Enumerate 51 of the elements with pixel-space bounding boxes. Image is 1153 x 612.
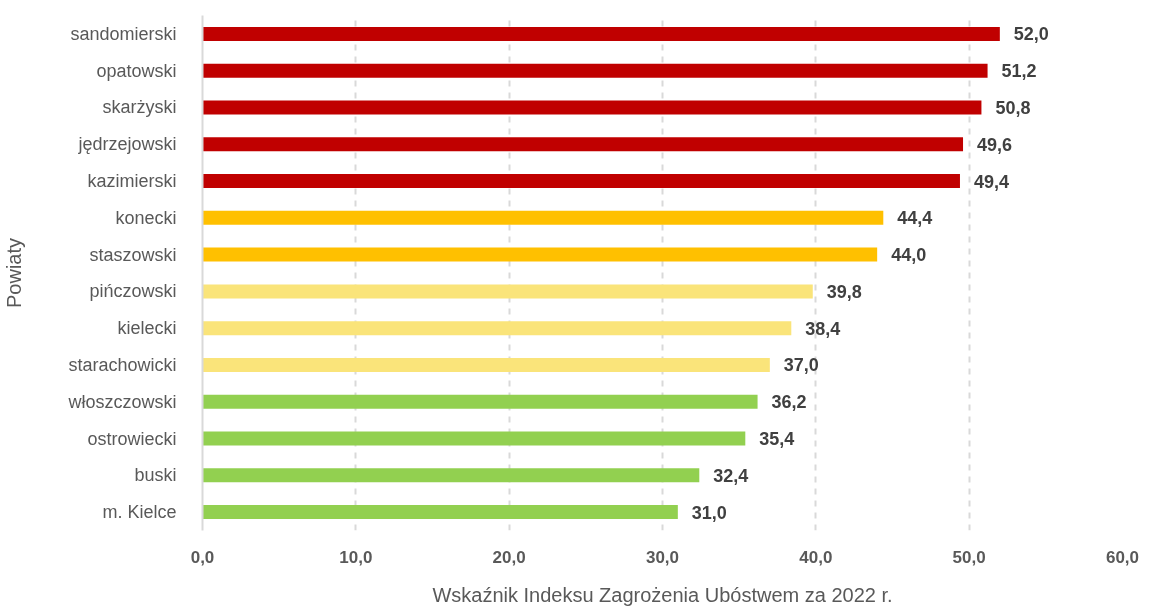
bar: [202, 357, 770, 372]
bar: [202, 431, 746, 446]
bar: [202, 284, 813, 299]
data-label: 51,2: [1001, 61, 1037, 82]
data-label: 49,4: [973, 171, 1010, 192]
bar: [202, 505, 678, 520]
y-tick-label: jędrzejowski: [77, 134, 177, 155]
y-tick-label: konecki: [115, 207, 177, 228]
x-tick-label: 0,0: [190, 547, 215, 567]
data-label: 44,4: [897, 208, 933, 229]
y-tick-label: włoszczowski: [67, 391, 177, 412]
bar: [202, 137, 964, 152]
y-tick-label: kielecki: [117, 318, 177, 339]
y-tick-label: staszowski: [89, 244, 177, 265]
bar: [202, 321, 792, 336]
y-tick-label: skarżyski: [102, 97, 177, 118]
y-tick-label: kazimierski: [87, 171, 177, 192]
data-label: 36,2: [771, 392, 807, 413]
data-label: 50,8: [995, 97, 1031, 118]
y-tick-label: starachowicki: [68, 354, 177, 375]
bar: [202, 26, 1000, 41]
bar: [202, 247, 878, 262]
data-label: 32,4: [713, 465, 749, 486]
bar: [202, 468, 700, 483]
y-tick-label: ostrowiecki: [87, 428, 177, 449]
x-axis-title: Wskaźnik Indeksu Zagrożenia Ubóstwem za 2022 r.: [432, 583, 893, 606]
y-tick-label: pińczowski: [89, 281, 177, 302]
bar: [202, 100, 982, 115]
y-axis-title: Powiaty: [3, 237, 26, 309]
data-label: 37,0: [783, 355, 819, 376]
x-tick-label: 40,0: [799, 547, 833, 567]
y-tick-label: sandomierski: [70, 23, 177, 44]
y-tick-label: opatowski: [96, 60, 177, 81]
y-tick-label: buski: [134, 465, 177, 486]
x-tick-label: 50,0: [952, 547, 986, 567]
data-label: 49,6: [977, 134, 1013, 155]
x-tick-label: 10,0: [339, 547, 373, 567]
x-tick-label: 20,0: [492, 547, 526, 567]
data-label: 31,0: [691, 502, 727, 523]
data-label: 52,0: [1013, 24, 1049, 45]
bar: [202, 63, 988, 78]
x-tick-label: 60,0: [1105, 547, 1140, 567]
bar: [202, 210, 884, 225]
data-label: 39,8: [826, 281, 862, 302]
data-label: 38,4: [805, 318, 841, 339]
y-tick-label: m. Kielce: [102, 502, 177, 523]
bar: [202, 174, 960, 189]
x-tick-label: 30,0: [645, 547, 680, 567]
data-label: 44,0: [891, 245, 927, 266]
bar: [202, 394, 758, 409]
data-label: 35,4: [759, 429, 795, 450]
